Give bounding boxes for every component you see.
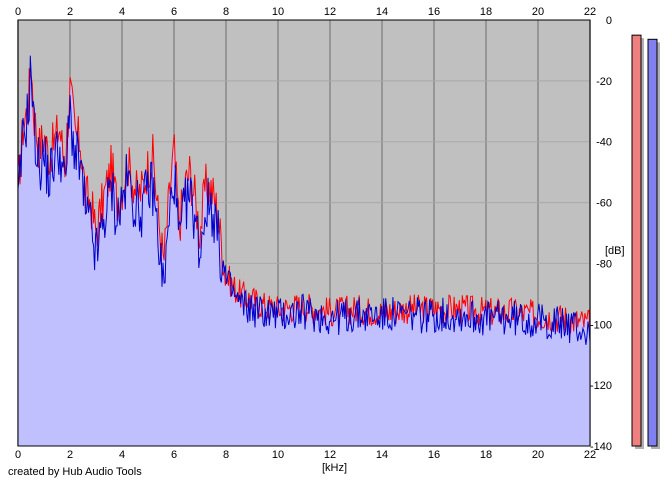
x-tick-label-bottom: 6 (171, 449, 177, 461)
x-tick-label-bottom: 14 (376, 449, 388, 461)
y-tick-label: -60 (596, 198, 612, 210)
y-tick-label: -80 (596, 258, 612, 270)
y-tick-label: -100 (590, 319, 612, 331)
x-tick-label-top: 14 (376, 6, 388, 18)
y-axis-label: [dB] (605, 245, 625, 257)
x-tick-label-bottom: 8 (223, 449, 229, 461)
x-tick-label-top: 8 (223, 6, 229, 18)
y-tick-label: -40 (596, 137, 612, 149)
x-tick-label-bottom: 2 (67, 449, 73, 461)
level-meters (631, 34, 660, 450)
x-tick-label-top: 12 (324, 6, 336, 18)
x-tick-label-top: 10 (272, 6, 284, 18)
left-level-meter (631, 34, 642, 447)
x-tick-label-bottom: 18 (480, 449, 492, 461)
y-axis-ticks: 0 -20 -40 -60 -80 -100 -120 -140 (590, 15, 612, 453)
x-tick-label-bottom: 0 (15, 449, 21, 461)
y-tick-label: 0 (606, 15, 612, 27)
y-tick-label: -20 (596, 76, 612, 88)
x-tick-label-top: 2 (67, 6, 73, 18)
right-channel-line (17, 55, 591, 345)
credit-text: created by Hub Audio Tools (8, 466, 142, 478)
x-tick-label-top: 16 (428, 6, 440, 18)
x-tick-label-top: 22 (584, 6, 596, 18)
right-level-meter (647, 38, 658, 447)
x-axis-label: [kHz] (322, 462, 347, 474)
y-tick-label: -140 (590, 441, 612, 453)
x-tick-label-top: 4 (119, 6, 125, 18)
x-tick-label-bottom: 4 (119, 449, 125, 461)
x-tick-label-bottom: 10 (272, 449, 284, 461)
plot-border (17, 19, 591, 447)
x-tick-label-top: 6 (171, 6, 177, 18)
x-tick-label-bottom: 16 (428, 449, 440, 461)
x-tick-label-bottom: 12 (324, 449, 336, 461)
x-tick-label-top: 0 (15, 6, 21, 18)
x-tick-label-bottom: 20 (532, 449, 544, 461)
x-tick-label-bottom: 22 (584, 449, 596, 461)
spectrum-fill-area (18, 55, 590, 446)
x-tick-label-top: 18 (480, 6, 492, 18)
x-tick-label-top: 20 (532, 6, 544, 18)
y-tick-label: -120 (590, 380, 612, 392)
